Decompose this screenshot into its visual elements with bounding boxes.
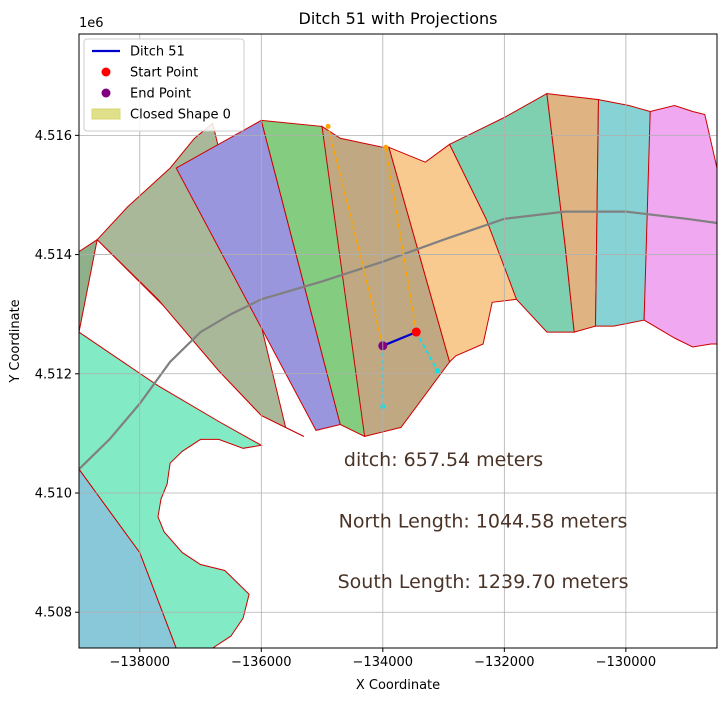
legend-marker [101,88,111,98]
axes: −138000 −136000 −134000 −132000 −130000 4.508… [35,129,656,670]
legend: Ditch 51 Start Point End Point Closed Shape… [83,38,245,132]
x-tick-label: −130000 [596,655,657,670]
y-offset-label: 1e6 [79,16,104,31]
ditch-line [382,331,417,347]
closed-shape-3 [96,122,305,437]
legend-label: Ditch 51 [130,45,185,60]
plot-frame [78,33,718,649]
length-annotation: South Length: 1239.70 meters [338,571,629,593]
x-axis-label: X Coordinate [356,678,440,693]
south-projection-end-1 [434,368,440,374]
north-projection-1 [385,147,417,333]
closed-shape-11 [643,104,717,348]
y-tick-label: 4.508 [35,606,72,621]
legend-box [83,38,245,132]
legend-label: Closed Shape 0 [130,108,231,123]
plot-area [79,92,717,648]
north-projection-end-1 [383,144,389,150]
y-axis-label: Y Coordinate [8,299,23,383]
y-tick-label: 4.510 [35,487,72,502]
legend-marker [101,67,111,77]
y-tick-label: 4.512 [35,367,72,382]
length-annotation: ditch: 657.54 meters [344,449,543,471]
north-projection-end-0 [325,123,331,129]
legend-label: Start Point [130,66,198,81]
annotations: ditch: 657.54 meters North Length: 1044.5… [338,449,629,593]
y-tick-label: 4.514 [35,248,72,263]
south-projection-1 [415,331,439,372]
x-tick-label: −136000 [231,655,292,670]
length-annotation: North Length: 1044.58 meters [339,511,628,533]
closed-shape-9 [546,93,600,333]
legend-marker [91,108,121,120]
grid [79,34,717,648]
closed-shape-1 [79,331,263,648]
legend-label: End Point [130,87,191,102]
start-point [411,327,421,337]
x-tick-label: −132000 [474,655,535,670]
north-projection-0 [327,126,384,346]
chart-title: Ditch 51 with Projections [299,9,498,28]
centerline [79,210,717,470]
x-tick-label: −134000 [353,655,414,670]
y-tick-label: 4.516 [35,129,72,144]
x-tick-label: −138000 [109,655,170,670]
